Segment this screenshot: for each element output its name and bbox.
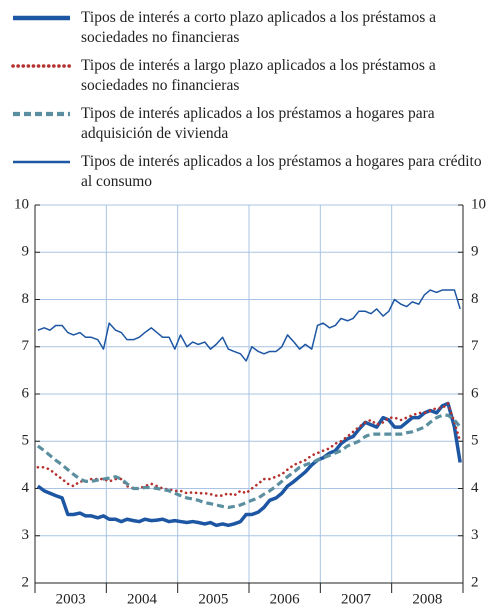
legend-label: Tipos de interés aplicados a los préstam… bbox=[81, 105, 435, 142]
legend-swatch bbox=[13, 15, 70, 21]
y2-tick-label: 9 bbox=[471, 244, 479, 260]
y-tick-label: 2 bbox=[22, 574, 30, 590]
y-tick-label: 3 bbox=[22, 527, 30, 543]
x-tick-label: 2004 bbox=[127, 591, 158, 607]
x-tick-label: 2007 bbox=[341, 591, 372, 607]
y2-tick-label: 5 bbox=[471, 433, 479, 449]
y-tick-label: 9 bbox=[22, 244, 30, 260]
y2-tick-label: 6 bbox=[471, 385, 479, 401]
legend-swatch bbox=[13, 160, 70, 164]
legend-item: Tipos de interés a corto plazo aplicados… bbox=[0, 8, 491, 54]
y2-tick-label: 3 bbox=[471, 527, 479, 543]
y-tick-label: 4 bbox=[22, 480, 30, 496]
series-line bbox=[36, 401, 462, 528]
x-tick-label: 2008 bbox=[412, 591, 442, 607]
x-tick-label: 2006 bbox=[270, 591, 301, 607]
legend-item: Tipos de interés aplicados a los préstam… bbox=[0, 104, 491, 150]
y-tick-label: 10 bbox=[14, 196, 29, 212]
y-tick-label: 7 bbox=[22, 338, 30, 354]
series-line bbox=[36, 413, 462, 509]
legend-item: Tipos de interés a largo plazo aplicados… bbox=[0, 56, 491, 102]
legend-item: Tipos de interés aplicados a los préstam… bbox=[0, 152, 491, 198]
series-line bbox=[37, 289, 461, 362]
series-line bbox=[36, 402, 462, 497]
x-tick-label: 2005 bbox=[198, 591, 228, 607]
y-tick-label: 6 bbox=[22, 385, 30, 401]
x-tick-label: 2003 bbox=[56, 591, 86, 607]
y-tick-label: 5 bbox=[22, 433, 30, 449]
y2-tick-label: 2 bbox=[471, 574, 479, 590]
y2-tick-label: 10 bbox=[471, 196, 486, 212]
y2-tick-label: 4 bbox=[471, 480, 479, 496]
y2-tick-label: 8 bbox=[471, 291, 479, 307]
y-tick-label: 8 bbox=[22, 291, 30, 307]
legend-swatch bbox=[13, 111, 70, 117]
legend-label: Tipos de interés a largo plazo aplicados… bbox=[81, 57, 436, 94]
legend-label: Tipos de interés a corto plazo aplicados… bbox=[81, 9, 436, 46]
y2-tick-label: 7 bbox=[471, 338, 479, 354]
legend-swatch bbox=[11, 64, 72, 68]
legend-label: Tipos de interés aplicados a los préstam… bbox=[81, 153, 482, 190]
